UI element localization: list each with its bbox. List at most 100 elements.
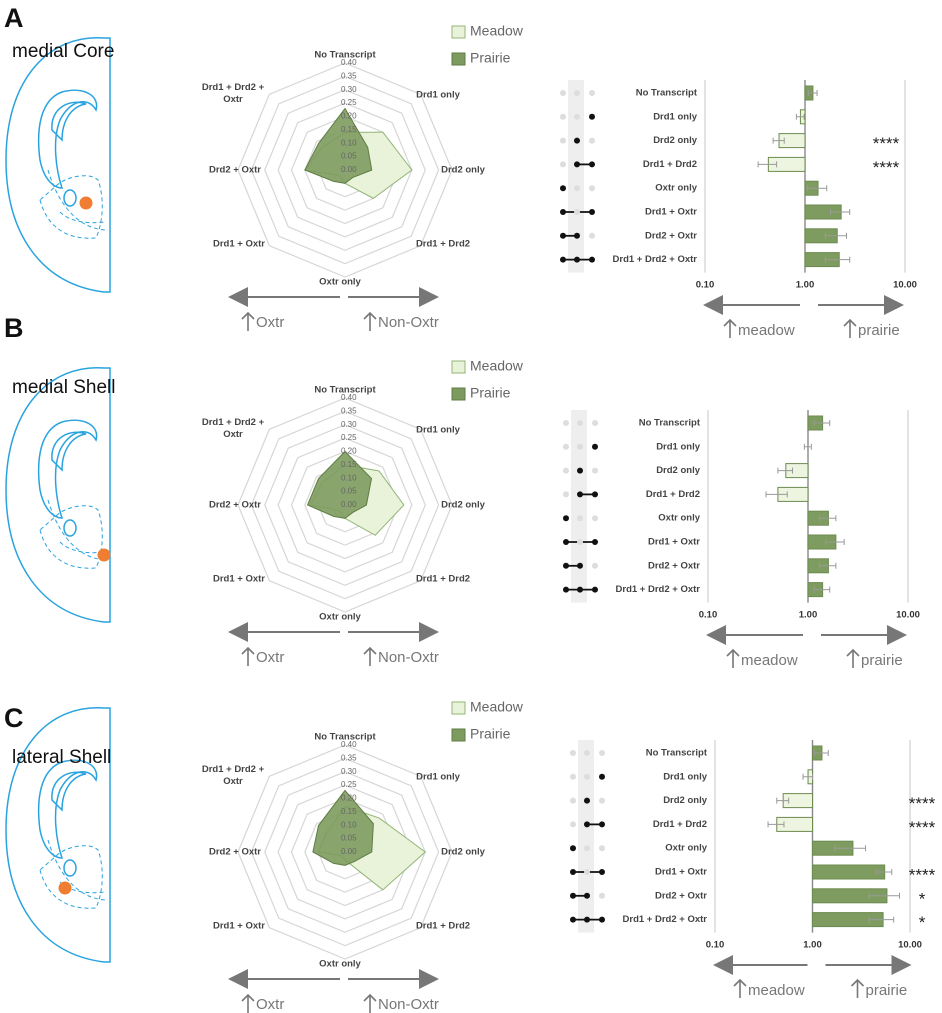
set-dot [589, 161, 595, 168]
set-dot [560, 161, 566, 168]
significance: **** [909, 818, 936, 837]
set-dot [592, 491, 598, 498]
category-label: Drd1 + Drd2 [416, 239, 470, 250]
region-label: medial Shell [12, 377, 116, 398]
r-tick-label: 0.05 [341, 487, 357, 496]
r-tick-label: 0.40 [341, 58, 357, 67]
r-tick-label: 0.15 [341, 460, 357, 469]
legend-swatch [451, 701, 466, 715]
set-dot [574, 161, 580, 168]
category-label-text: Drd1 + Drd2 + Oxtr [201, 764, 265, 787]
legend-swatch [451, 52, 466, 66]
r-tick-label: 0.15 [341, 125, 357, 134]
set-dot [574, 137, 580, 144]
r-tick-label: 0.15 [341, 807, 357, 816]
row-label: Drd1 + Drd2 [646, 489, 700, 500]
error-bar [807, 90, 818, 96]
set-dot [574, 185, 580, 192]
x-tick-label: 0.10 [699, 610, 718, 621]
direction-label: prairie [866, 982, 908, 999]
up-arrow [843, 318, 857, 338]
row-label: Drd1 only [663, 771, 708, 782]
set-dot [589, 209, 595, 215]
r-tick-label: 0.35 [341, 753, 357, 762]
set-dot [599, 750, 605, 756]
up-arrow [363, 311, 377, 331]
category-label: Drd1 only [416, 772, 461, 783]
set-dot [577, 491, 583, 498]
grid-ring [250, 410, 440, 600]
error-bar [825, 539, 845, 545]
set-dot [574, 209, 580, 215]
set-dot [577, 443, 583, 450]
set-dot [570, 797, 576, 804]
legend-swatch [451, 387, 466, 401]
set-dot [592, 443, 598, 450]
error-bar [767, 821, 785, 828]
set-dot [592, 420, 598, 426]
set-dot [570, 845, 576, 852]
set-dot [592, 539, 598, 545]
r-tick-label: 0.00 [341, 847, 357, 856]
row-label: Drd2 + Oxtr [655, 890, 707, 901]
set-dot [589, 256, 595, 263]
category-label: Drd1 only [416, 425, 461, 436]
direction-label: prairie [858, 322, 900, 339]
set-dot [589, 232, 595, 239]
set-dot [584, 845, 590, 852]
up-arrow [363, 993, 377, 1013]
r-tick-label: 0.20 [341, 794, 357, 803]
r-tick-label: 0.05 [341, 152, 357, 161]
grid-ring [264, 424, 426, 586]
significance: **** [873, 158, 900, 177]
row-label: Drd2 only [656, 465, 701, 476]
set-dot [563, 467, 569, 474]
direction-label: Non-Oxtr [378, 314, 439, 331]
r-tick-label: 0.30 [341, 767, 357, 776]
panel-letter: A [4, 3, 24, 33]
r-tick-label: 0.05 [341, 834, 357, 843]
x-tick-label: 10.00 [893, 280, 917, 291]
row-label: Oxtr only [665, 843, 707, 854]
category-label: No Transcript [314, 385, 376, 396]
category-label: Drd1 + Drd2 + Oxtr [202, 417, 264, 440]
r-tick-label: 0.40 [341, 393, 357, 402]
legend-label: Prairie [470, 385, 511, 401]
set-dot [584, 797, 590, 804]
set-dot [560, 185, 566, 192]
x-tick-label: 1.00 [796, 280, 815, 291]
set-dot [599, 797, 605, 804]
set-dot [577, 515, 583, 522]
up-arrow [241, 993, 255, 1013]
row-label: Drd1 only [656, 441, 701, 452]
legend-swatch [451, 25, 466, 39]
row-label: Oxtr only [658, 513, 700, 524]
set-dot [570, 773, 576, 780]
category-label: Drd1 + Oxtr [213, 921, 265, 932]
category-label: Drd1 + Drd2 + Oxtr [201, 764, 265, 787]
x-tick-label: 10.00 [896, 610, 920, 621]
grid-ring [290, 450, 400, 560]
error-bar [814, 750, 829, 756]
error-bar [803, 443, 812, 450]
error-bar [824, 256, 851, 263]
r-tick-label: 0.00 [341, 165, 357, 174]
category-label: Drd1 + Drd2 [416, 574, 470, 585]
direction-label: prairie [861, 652, 903, 669]
set-dot [563, 539, 569, 545]
legend-label: Prairie [470, 50, 511, 66]
significance: * [919, 913, 926, 932]
region-marker [97, 548, 111, 562]
category-label: Oxtr only [319, 277, 361, 288]
error-bar [813, 420, 831, 426]
r-tick-label: 0.25 [341, 98, 357, 107]
direction-label: Oxtr [256, 996, 284, 1013]
set-dot [584, 773, 590, 780]
direction-label: meadow [748, 982, 805, 999]
set-dot [560, 113, 566, 120]
error-bar [806, 185, 828, 192]
set-dot [560, 137, 566, 144]
significance: **** [873, 134, 900, 153]
set-dot [577, 539, 583, 545]
r-tick-label: 0.10 [341, 820, 357, 829]
